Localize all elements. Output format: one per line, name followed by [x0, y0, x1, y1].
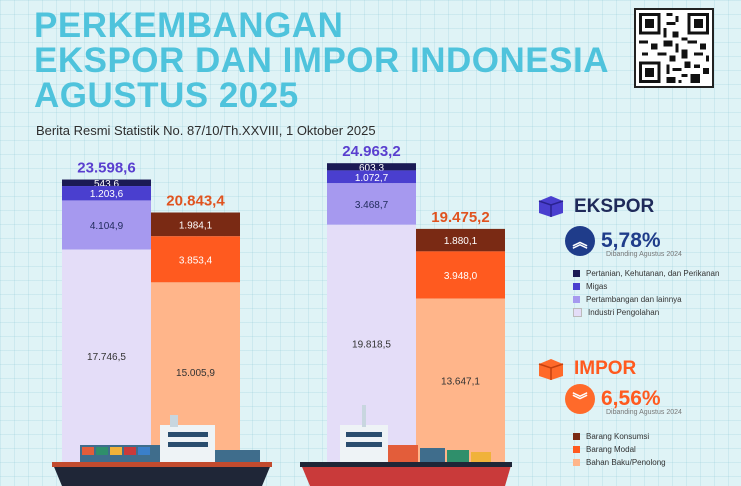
impor-bar-2-data-label-1: 1.880,1	[444, 236, 478, 247]
impor-bar-1-segment-2	[151, 236, 240, 283]
ekspor-bar-2-data-label-2: 1.072,7	[355, 173, 389, 184]
impor-bar-2-data-label-3: 13.647,1	[441, 376, 480, 387]
ekspor-bar-1-segment-1	[62, 179, 151, 187]
legend-label: Bahan Baku/Penolong	[586, 458, 666, 467]
qr-code-icon[interactable]	[634, 8, 714, 88]
impor-note: Dibanding Agustus 2024	[606, 409, 682, 416]
ekspor-bar-2-total-label: 24.963,2	[342, 143, 400, 160]
ekspor-growth: ︽ 5,78%	[565, 226, 661, 256]
legend-ekspor-2: Migas	[573, 282, 607, 291]
impor-bar-1-data-label-3: 15.005,9	[176, 368, 215, 379]
title-line-3: AGUSTUS 2025	[34, 76, 299, 115]
impor-bar-2-total-label: 19.475,2	[431, 209, 489, 226]
ekspor-bar-1-data-label-4: 17.746,5	[87, 352, 126, 363]
impor-container-icon	[538, 359, 564, 380]
legend-label: Pertanian, Kehutanan, dan Perikanan	[586, 269, 720, 278]
ekspor-bar-2-segment-3	[327, 183, 416, 225]
page-title: PERKEMBANGAN EKSPOR DAN IMPOR INDONESIA …	[34, 8, 609, 113]
legend-label: Barang Modal	[586, 445, 636, 454]
impor-growth: ︾ 6,56%	[565, 384, 661, 414]
title-line-2: EKSPOR DAN IMPOR INDONESIA	[34, 41, 609, 80]
legend-impor-1: Barang Konsumsi	[573, 432, 649, 441]
legend-label: Pertambangan dan lainnya	[586, 295, 682, 304]
ekspor-bar-2-data-label-1: 603,3	[359, 163, 384, 174]
impor-pct: 6,56%	[601, 387, 661, 410]
impor-bar-1-data-label-2: 3.853,4	[179, 255, 213, 266]
title-line-1: PERKEMBANGAN	[34, 6, 344, 45]
legend-ekspor-3: Pertambangan dan lainnya	[573, 295, 682, 304]
ekspor-container-icon	[538, 196, 564, 217]
ekspor-bar-2-segment-1	[327, 163, 416, 171]
ekspor-bar-1-total-label: 23.598,6	[77, 160, 135, 177]
ekspor-note: Dibanding Agustus 2024	[606, 251, 682, 258]
double-chevron-down-icon: ︾	[565, 384, 595, 414]
legend-label: Industri Pengolahan	[588, 308, 660, 317]
impor-bar-1-data-label-1: 1.984,1	[179, 220, 213, 231]
legend-swatch	[573, 283, 580, 290]
impor-bar-2-segment-1	[416, 228, 505, 252]
legend-impor-2: Barang Modal	[573, 445, 636, 454]
impor-bar-2-data-label-2: 3.948,0	[444, 271, 478, 282]
legend-swatch	[573, 446, 580, 453]
legend-swatch	[573, 433, 580, 440]
subtitle: Berita Resmi Statistik No. 87/10/Th.XXVI…	[36, 123, 376, 138]
impor-bar-1-segment-1	[151, 212, 240, 237]
legend-ekspor-1: Pertanian, Kehutanan, dan Perikanan	[573, 269, 719, 278]
ekspor-bar-1-segment-3	[62, 200, 151, 250]
ekspor-pct: 5,78%	[601, 229, 661, 252]
legend-swatch	[573, 270, 580, 277]
ekspor-bar-1-data-label-2: 1.203,6	[90, 189, 124, 200]
cargo-ship-illustration-2	[300, 405, 512, 486]
legend-swatch	[573, 308, 582, 317]
ekspor-bar-2-data-label-3: 3.468,7	[355, 200, 389, 211]
ekspor-bar-2-segment-2	[327, 170, 416, 184]
double-chevron-up-icon: ︽	[565, 226, 595, 256]
legend-impor-3: Bahan Baku/Penolong	[573, 458, 666, 467]
legend-ekspor-4: Industri Pengolahan	[573, 308, 659, 317]
cargo-ship-illustration	[52, 415, 272, 486]
legend-label: Migas	[586, 282, 608, 291]
legend-label: Barang Konsumsi	[586, 432, 650, 441]
ekspor-bar-1-segment-2	[62, 186, 151, 201]
legend-swatch	[573, 459, 580, 466]
ekspor-bar-1-data-label-1: 543,6	[94, 179, 119, 190]
ekspor-heading: EKSPOR	[574, 196, 655, 217]
impor-bar-1-total-label: 20.843,4	[166, 193, 225, 210]
ekspor-bar-1-segment-4	[62, 249, 151, 462]
impor-bar-2-segment-2	[416, 251, 505, 299]
bars-layer: 1.984,1 3.853,4 15.005,9 20.843,4 543,61.203…	[62, 143, 505, 462]
ekspor-bar-2-segment-4	[327, 224, 416, 462]
impor-heading: IMPOR	[574, 358, 637, 379]
ekspor-bar-1-data-label-3: 4.104,9	[90, 221, 124, 232]
ekspor-bar-2-data-label-4: 19.818,5	[352, 339, 391, 350]
impor-bar-2-segment-3	[416, 298, 505, 462]
legend-swatch	[573, 296, 580, 303]
